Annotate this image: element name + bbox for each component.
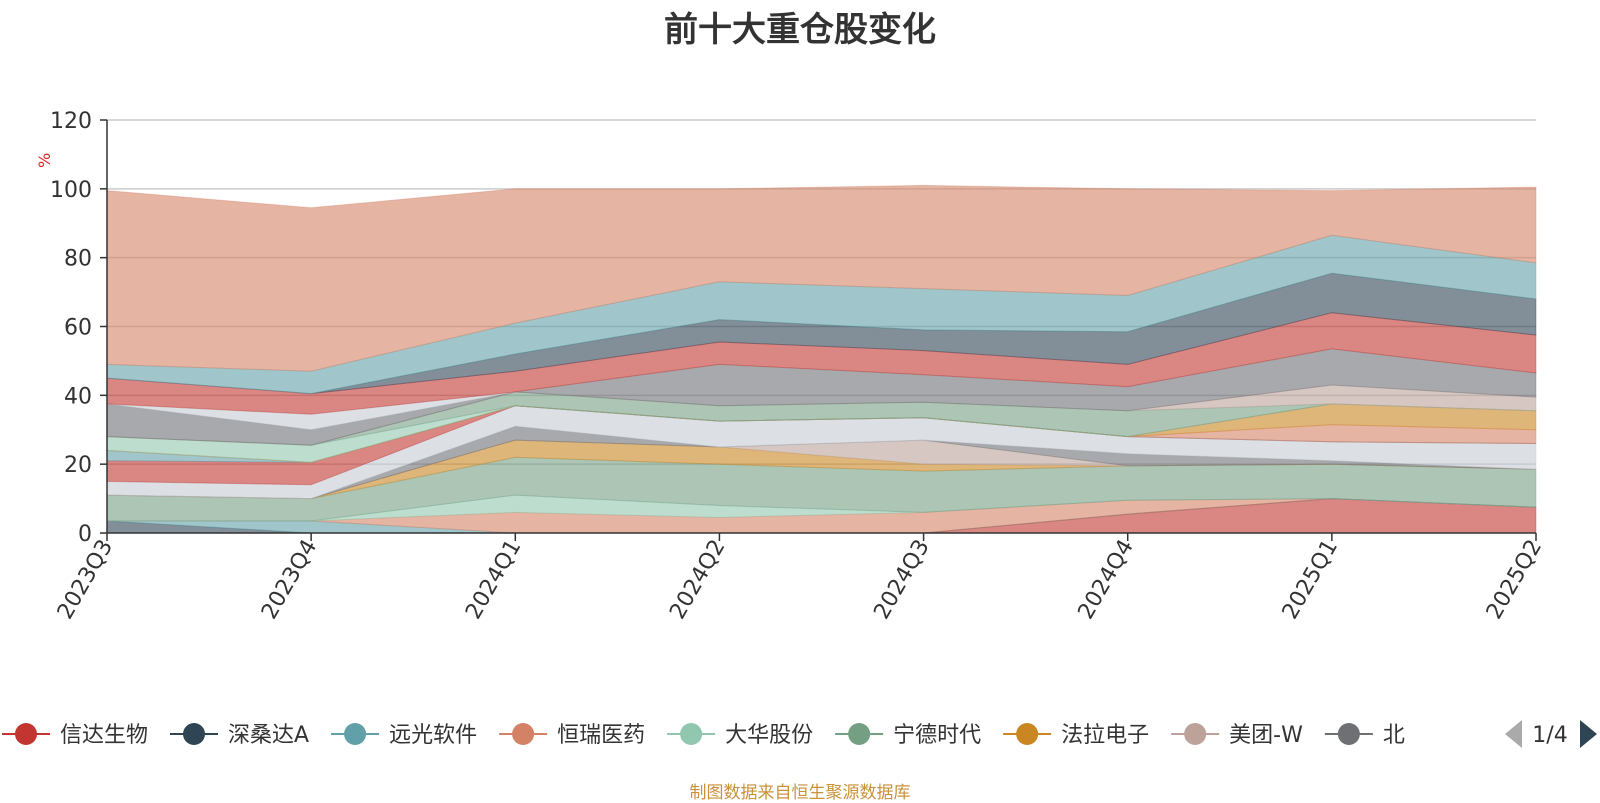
y-tick-label: 0 [78, 522, 92, 547]
legend-label: 信达生物 [60, 723, 148, 748]
area-series-group [106, 184, 1537, 534]
legend-marker [1016, 723, 1039, 745]
legend-item-信达生物[interactable]: 信达生物 [2, 723, 148, 748]
legend-item-北[interactable]: 北 [1324, 723, 1405, 748]
legend-prev-page-icon[interactable] [1505, 720, 1522, 748]
legend-marker [848, 723, 871, 745]
legend-next-page-icon[interactable] [1580, 720, 1597, 748]
chart-title: 前十大重仓股变化 [664, 10, 936, 50]
legend-item-宁德时代[interactable]: 宁德时代 [835, 723, 981, 748]
legend-label: 恒瑞医药 [557, 723, 645, 748]
legend-label: 美团-W [1229, 723, 1303, 748]
legend-item-美团-W[interactable]: 美团-W [1171, 723, 1303, 748]
x-tick-label: 2024Q3 [869, 536, 934, 624]
area-series-band-9 [106, 405, 1537, 500]
y-tick-label: 20 [64, 453, 92, 478]
legend-label: 远光软件 [389, 723, 477, 748]
legend-marker [344, 723, 367, 745]
y-tick-label: 120 [50, 109, 92, 134]
y-tick-label: 100 [50, 178, 92, 203]
legend-marker [1337, 723, 1360, 745]
legend-marker [15, 723, 37, 745]
x-tick-label: 2025Q2 [1482, 536, 1547, 624]
legend-item-深桑达A[interactable]: 深桑达A [170, 723, 309, 748]
x-tick-label: 2024Q4 [1074, 536, 1139, 624]
legend-item-恒瑞医药[interactable]: 恒瑞医药 [499, 723, 645, 748]
y-tick-label: 60 [64, 316, 92, 341]
x-tick-label: 2023Q3 [53, 536, 118, 624]
y-tick-label: 40 [64, 384, 92, 409]
legend-marker [512, 723, 535, 745]
legend-label: 法拉电子 [1061, 723, 1149, 748]
legend-label: 北 [1383, 723, 1405, 748]
data-source-note: 制图数据来自恒生聚源数据库 [689, 783, 911, 803]
legend-page-indicator: 1/4 [1532, 723, 1567, 748]
legend-label: 宁德时代 [893, 723, 981, 748]
x-tick-label: 2025Q1 [1278, 536, 1343, 624]
legend-marker [183, 723, 206, 745]
area-series-band-22 [106, 184, 1537, 372]
area-series-band-21 [106, 234, 1537, 395]
x-tick-label: 2023Q4 [257, 536, 322, 624]
legend-item-大华股份[interactable]: 大华股份 [667, 723, 813, 748]
legend-label: 深桑达A [228, 723, 309, 748]
legend-item-远光软件[interactable]: 远光软件 [331, 723, 477, 748]
y-axis-label: % [35, 153, 54, 168]
area-series-band-17 [106, 348, 1537, 446]
legend: 信达生物 深桑达A 远光软件 恒瑞医药 大华股份 宁德时代 法拉电子 美团-W 北 1/4 [2, 720, 1597, 748]
legend-marker [1184, 723, 1207, 745]
legend-marker [680, 723, 703, 745]
legend-item-法拉电子[interactable]: 法拉电子 [1003, 723, 1149, 748]
x-tick-label: 2024Q2 [665, 536, 730, 624]
y-tick-label: 80 [64, 247, 92, 272]
legend-label: 大华股份 [725, 723, 813, 748]
x-tick-label: 2024Q1 [461, 536, 526, 624]
